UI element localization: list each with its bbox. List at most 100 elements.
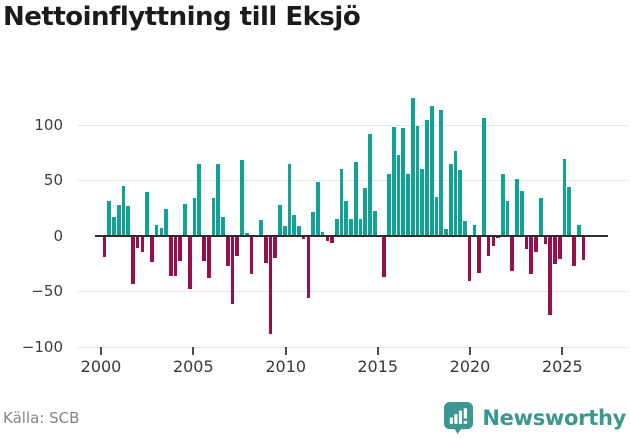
x-axis-label: 2025 <box>541 357 583 376</box>
chart-title: Nettoinflyttning till Eksjö <box>3 2 361 32</box>
x-axis-tick <box>100 347 102 355</box>
bar <box>183 203 187 236</box>
bar <box>192 197 197 236</box>
brand-name: Newsworthy <box>482 406 626 430</box>
bar <box>259 220 263 236</box>
y-axis-label: −50 <box>31 282 63 301</box>
bar <box>325 236 330 242</box>
x-axis-tick <box>561 347 564 355</box>
bar <box>268 236 273 335</box>
bar <box>278 204 282 236</box>
bar <box>396 154 401 236</box>
bar <box>344 201 349 236</box>
bar <box>482 118 486 236</box>
bar <box>425 120 429 236</box>
bar <box>548 236 553 316</box>
bar <box>244 233 249 236</box>
bar <box>187 236 192 289</box>
y-axis-label: 0 <box>53 226 63 245</box>
bar <box>434 196 439 236</box>
bar <box>235 236 240 256</box>
bar <box>534 236 538 253</box>
gridline <box>78 291 627 293</box>
bar <box>116 204 121 236</box>
x-axis-label: 2015 <box>357 357 399 376</box>
bar <box>353 162 358 236</box>
bar <box>301 236 306 239</box>
bar <box>320 232 325 236</box>
bar <box>173 236 178 276</box>
bar <box>225 236 230 266</box>
y-axis-label: −100 <box>21 337 63 356</box>
bar <box>477 236 481 274</box>
bar <box>131 236 135 285</box>
bar <box>121 185 126 236</box>
bar <box>463 221 467 236</box>
bar <box>515 179 519 236</box>
x-axis-tick <box>376 347 379 355</box>
y-axis-label: 50 <box>43 171 63 190</box>
bar <box>206 236 211 278</box>
bar <box>282 225 287 236</box>
bar <box>505 201 510 236</box>
bar <box>263 236 268 264</box>
bar <box>249 236 254 275</box>
bar <box>448 163 453 236</box>
bar <box>126 205 130 236</box>
bar <box>501 173 505 236</box>
bar <box>519 191 524 236</box>
bar <box>316 182 320 236</box>
bar <box>406 173 410 236</box>
bar <box>472 224 477 236</box>
bar <box>372 211 377 236</box>
bar <box>576 224 581 236</box>
x-axis-label: 2010 <box>265 357 307 376</box>
bar <box>562 159 567 236</box>
brand-lockup: Newsworthy <box>443 401 626 435</box>
bar <box>335 219 339 236</box>
bar <box>221 216 225 236</box>
gridline <box>78 124 627 126</box>
bar <box>538 197 543 236</box>
x-axis-tick <box>284 347 287 355</box>
bar <box>363 187 368 236</box>
x-axis-tick <box>192 347 195 355</box>
bar <box>339 169 344 236</box>
bar <box>567 186 572 236</box>
bar <box>154 224 159 236</box>
bar <box>297 225 301 236</box>
bar <box>572 236 576 266</box>
bar <box>453 151 458 236</box>
bar <box>358 219 363 236</box>
bar <box>553 236 557 265</box>
bar <box>311 212 315 236</box>
bar <box>391 126 396 236</box>
bar <box>368 133 372 236</box>
x-axis-tick <box>469 347 471 355</box>
bar <box>150 236 154 263</box>
bar <box>112 216 116 236</box>
bar <box>140 236 145 253</box>
gridline <box>78 346 627 348</box>
bar <box>543 236 548 245</box>
bar <box>486 236 491 256</box>
bar <box>491 236 496 246</box>
bar <box>273 236 278 258</box>
bar <box>458 170 462 236</box>
bar <box>581 236 586 260</box>
bar <box>159 227 164 236</box>
bar <box>415 125 420 236</box>
x-axis-label: 2005 <box>172 357 214 376</box>
bar <box>145 192 149 236</box>
bar <box>107 201 112 236</box>
bar <box>410 98 415 236</box>
bar <box>197 163 202 236</box>
newsworthy-logo-icon <box>443 401 474 435</box>
bar <box>439 110 444 236</box>
zero-axis-line <box>95 234 608 237</box>
bar <box>429 105 434 236</box>
bar <box>444 229 448 236</box>
bar <box>211 197 216 236</box>
bar <box>420 169 425 236</box>
